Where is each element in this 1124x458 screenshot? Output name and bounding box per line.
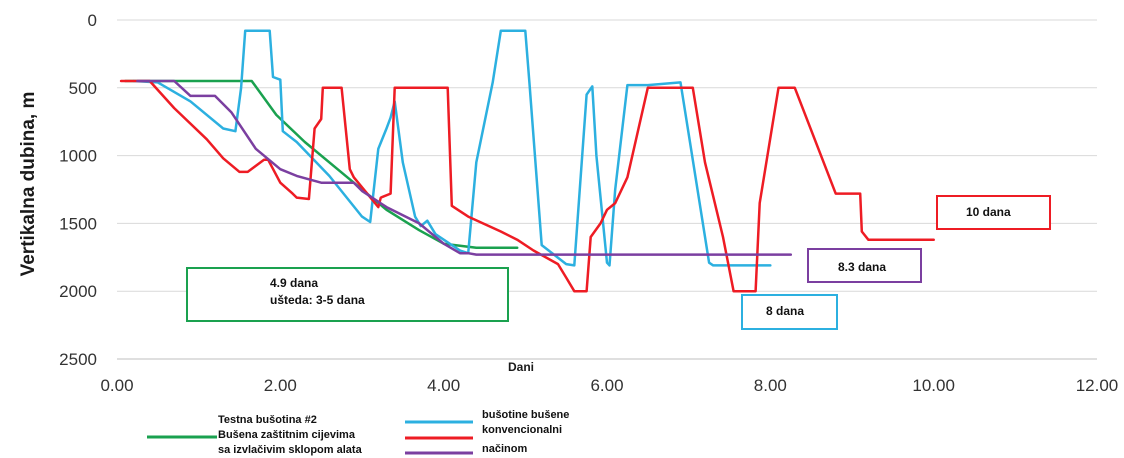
legend-label: bušotine bušene xyxy=(482,409,569,421)
annotation-text: ušteda: 3-5 dana xyxy=(270,293,365,307)
annotations: 4.9 dana ušteda: 3-5 dana 8 dana 8.3 dana 10… xyxy=(186,195,1051,330)
x-tick-label: 10.00 xyxy=(912,376,955,395)
x-tick-label: 2.00 xyxy=(264,376,297,395)
legend-label: Bušena zaštitnim cijevima xyxy=(218,429,356,441)
legend: Testna bušotina #2 Bušena zaštitnim cijev… xyxy=(147,409,569,456)
x-tick-label: 12.00 xyxy=(1076,376,1119,395)
x-tick-label: 8.00 xyxy=(754,376,787,395)
annotation-box-0 xyxy=(186,267,509,322)
y-tick-label: 2500 xyxy=(59,350,97,369)
y-tick-label: 1000 xyxy=(59,147,97,166)
x-tick-label: 4.00 xyxy=(427,376,460,395)
x-tick-label: 0.00 xyxy=(100,376,133,395)
y-tick-label: 0 xyxy=(88,11,97,30)
annotation-text: 8.3 dana xyxy=(838,260,886,274)
legend-label: Testna bušotina #2 xyxy=(218,414,317,426)
x-axis-label: Dani xyxy=(508,360,534,374)
series-layer xyxy=(119,29,935,293)
y-axis-label: Vertikalna dubina, m xyxy=(18,92,39,277)
series-line-3 xyxy=(136,79,793,256)
annotation-box-1 xyxy=(741,294,838,330)
x-tick-label: 6.00 xyxy=(590,376,623,395)
legend-label: sa izvlačivim sklopom alata xyxy=(218,444,363,456)
series-line-2 xyxy=(119,79,935,293)
y-tick-label: 500 xyxy=(69,79,97,98)
annotation-box-3 xyxy=(936,195,1051,230)
annotation-text: 10 dana xyxy=(966,205,1011,219)
annotation-box-2 xyxy=(807,248,922,283)
legend-label: načinom xyxy=(482,443,527,455)
y-tick-label: 1500 xyxy=(59,214,97,233)
legend-label: konvencionalni xyxy=(482,424,562,436)
annotation-text: 8 dana xyxy=(766,304,804,318)
annotation-text: 4.9 dana xyxy=(270,276,318,290)
y-tick-label: 2000 xyxy=(59,282,97,301)
series-line-1 xyxy=(132,29,772,267)
